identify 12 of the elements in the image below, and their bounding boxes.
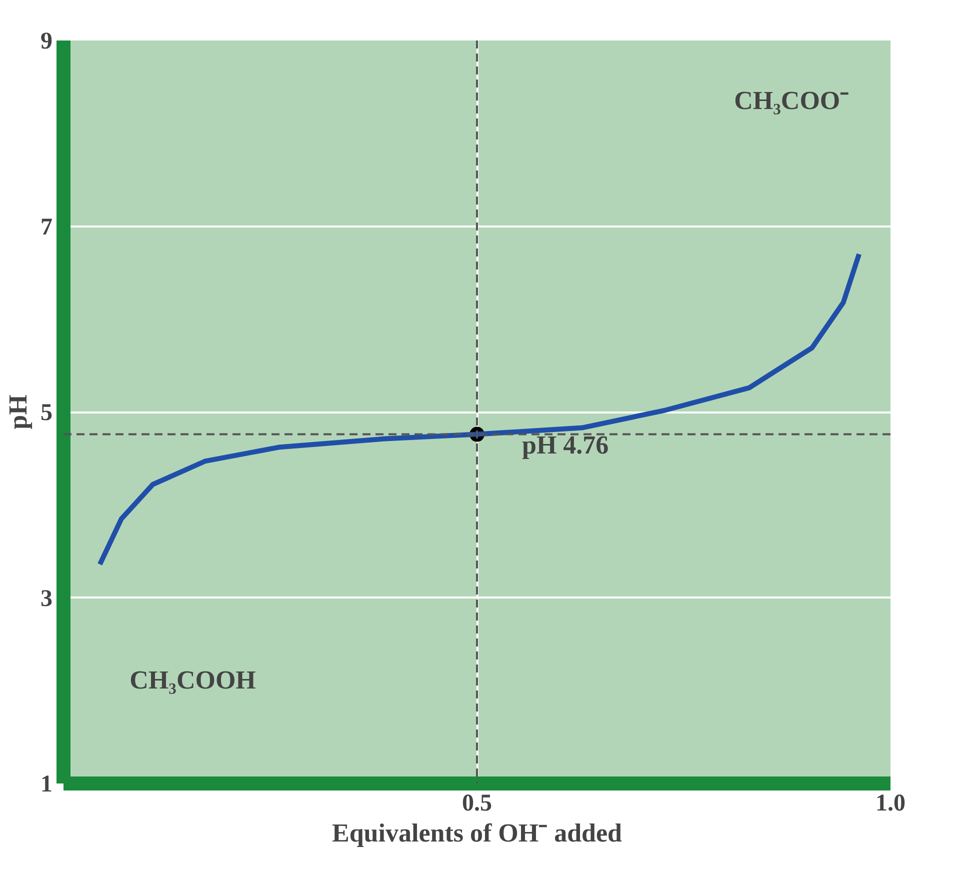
y-tick-label: 3 (40, 586, 52, 612)
x-tick-label: 1.0 (876, 790, 906, 816)
y-tick-label: 9 (40, 28, 52, 54)
annotation: CH₃COO⁻ (734, 86, 850, 115)
y-tick-label: 1 (40, 772, 52, 798)
annotation: pH 4.76 (522, 430, 609, 460)
y-tick-label: 7 (40, 214, 52, 240)
y-tick-label: 5 (40, 400, 52, 426)
x-tick-label: 0.5 (462, 790, 492, 816)
x-axis-title: Equivalents of OH⁻ added (332, 818, 623, 848)
annotation: CH₃COOH (130, 665, 256, 694)
y-axis-title: pH (4, 394, 32, 430)
